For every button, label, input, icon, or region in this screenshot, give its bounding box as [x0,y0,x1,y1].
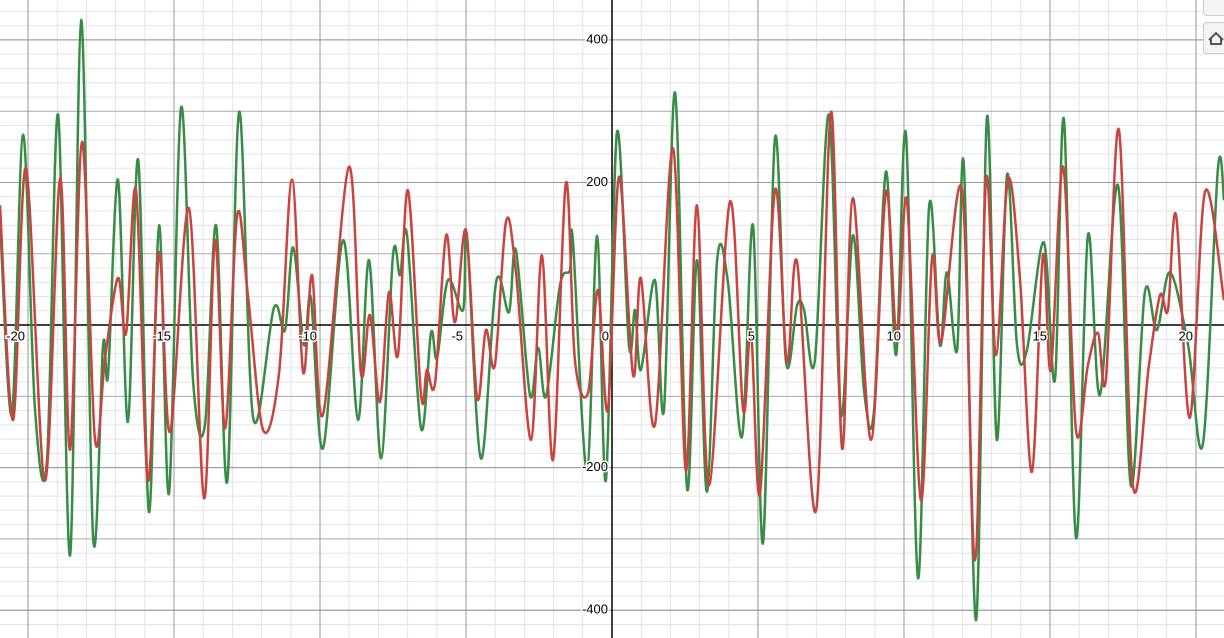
y-tick-label: -200 [582,459,608,474]
home-icon [1208,31,1224,45]
x-tick-label: -10 [298,328,317,343]
curve [0,110,1224,562]
x-tick-label: 15 [1033,328,1047,343]
x-tick-label: -15 [152,328,171,343]
x-tick-label: 10 [887,328,901,343]
settings-button[interactable] [1203,0,1224,16]
y-tick-label: 400 [586,31,608,46]
x-tick-label: -5 [451,328,463,343]
y-tick-label: -400 [582,602,608,617]
home-button[interactable] [1203,22,1224,54]
y-tick-label: 200 [586,174,608,189]
x-tick-label: 20 [1179,328,1193,343]
x-tick-label: -20 [6,328,25,343]
x-tick-label: 5 [748,328,755,343]
x-tick-label: 0 [602,328,609,343]
